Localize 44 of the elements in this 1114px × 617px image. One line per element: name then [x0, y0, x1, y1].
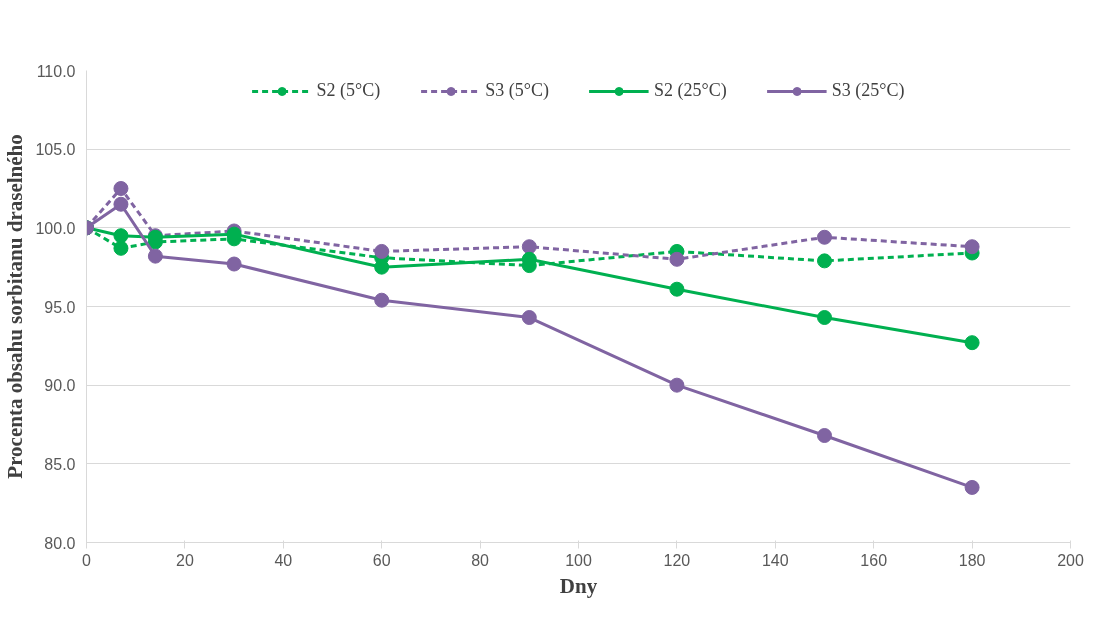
point: [113, 181, 129, 196]
point: [964, 335, 980, 351]
y-axis-title: Procenta obsahu sorbitanu draselného: [3, 134, 28, 479]
point: [113, 228, 129, 244]
point: [669, 281, 685, 297]
point: [964, 239, 980, 255]
point: [817, 310, 832, 325]
y-tick-label: 100.0: [35, 219, 76, 237]
legend-label: S2 (5°C): [316, 80, 381, 101]
y-tick-label: 80.0: [44, 534, 76, 552]
legend-label: S2 (25°C): [654, 80, 727, 101]
y-tick-label: 85.0: [44, 455, 76, 473]
point: [817, 229, 832, 245]
x-tick-label: 20: [176, 551, 194, 569]
x-tick-label: 180: [958, 551, 986, 569]
x-tick-label: 40: [274, 551, 293, 569]
x-tick-label: 140: [761, 551, 789, 569]
point: [521, 310, 537, 325]
point: [964, 479, 980, 495]
x-tick-label: 100: [565, 551, 592, 569]
point: [817, 253, 832, 269]
legend-label: S3 (25°C): [831, 80, 905, 101]
x-tick-label: 0: [82, 551, 92, 569]
point: [226, 256, 242, 272]
x-tick-label: 160: [860, 551, 888, 569]
y-tick-label: 90.0: [44, 377, 76, 395]
point: [669, 377, 685, 393]
x-tick-label: 120: [663, 551, 691, 569]
point: [113, 240, 129, 256]
x-axis-title: Dny: [559, 573, 598, 598]
point: [113, 196, 129, 212]
point: [147, 248, 163, 264]
x-tick-label: 60: [372, 551, 391, 569]
x-tick-label: 80: [471, 551, 490, 569]
point: [817, 428, 832, 443]
point: [374, 292, 390, 308]
y-tick-label: 105.0: [35, 141, 76, 159]
point: [521, 239, 537, 255]
legend-label: S3 (5°C): [485, 80, 549, 101]
point: [669, 251, 685, 267]
x-tick-label: 200: [1057, 551, 1084, 569]
y-tick-label: 110.0: [36, 62, 76, 80]
point: [374, 243, 390, 259]
y-tick-label: 95.0: [44, 298, 76, 316]
